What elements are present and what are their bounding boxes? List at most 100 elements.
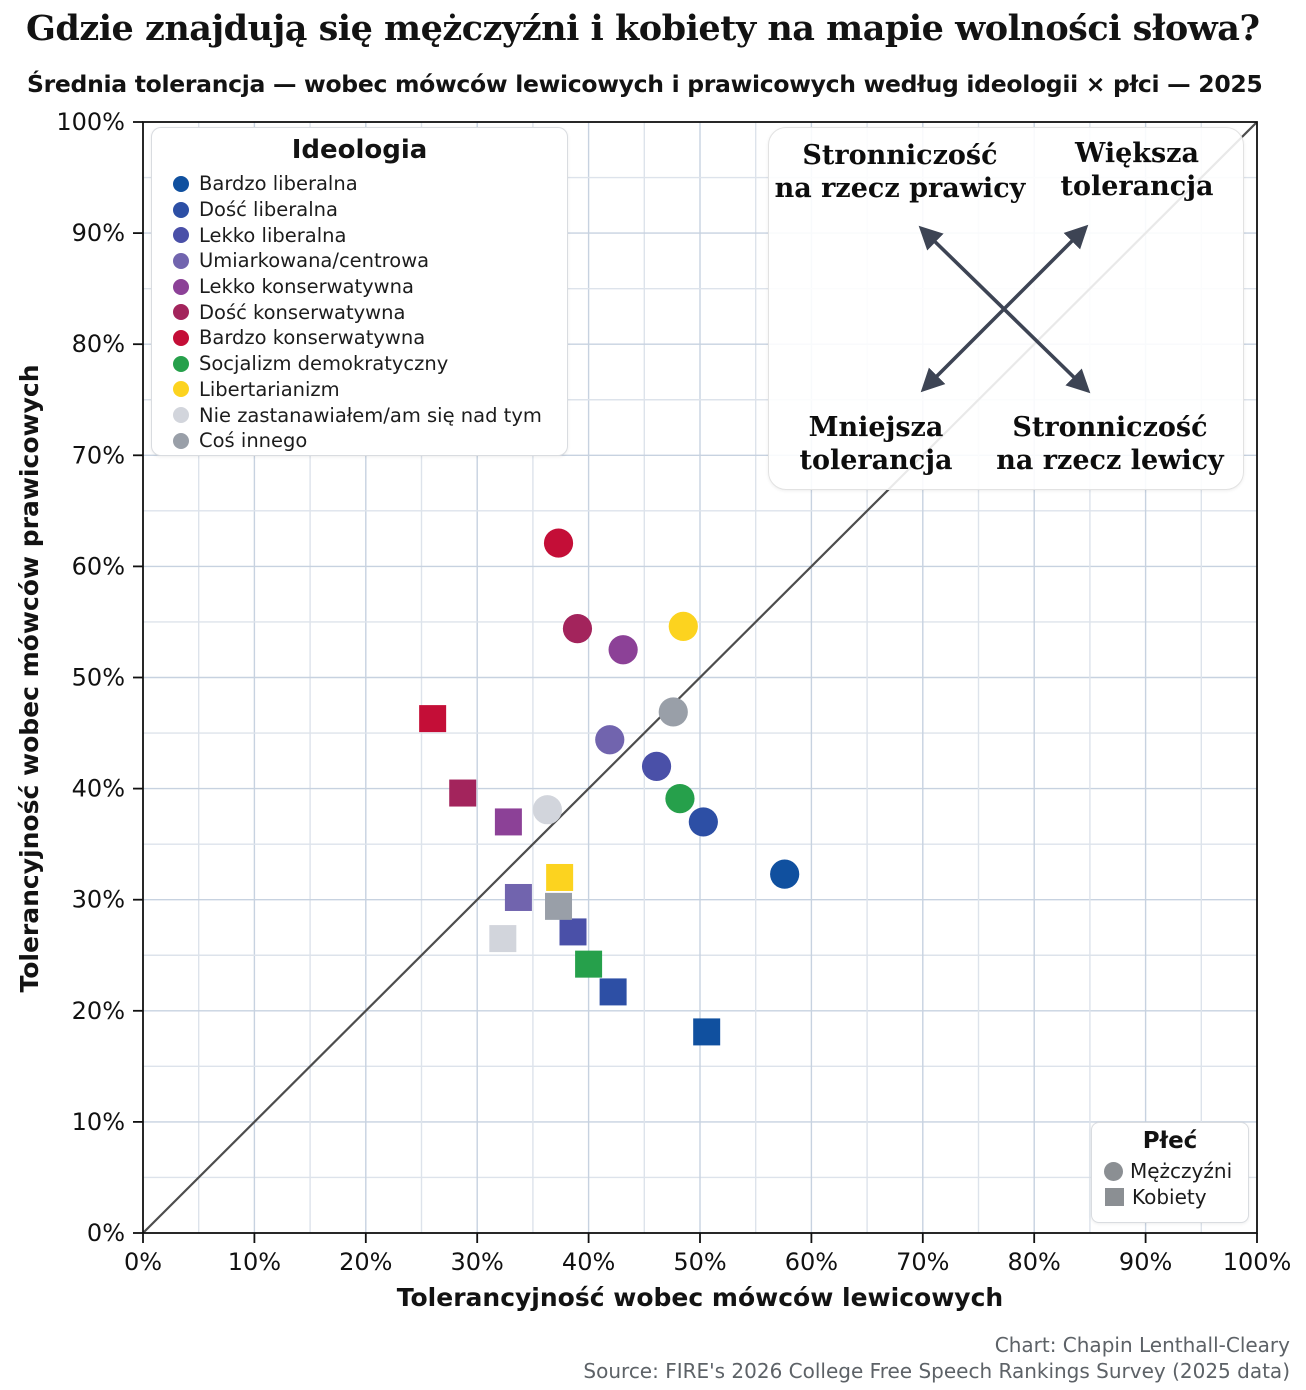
y-tick-label: 40% bbox=[72, 775, 125, 803]
ideology-legend-label: Libertarianizm bbox=[199, 377, 340, 401]
y-axis-label: Tolerancyjność wobec mówców prawicowych bbox=[15, 364, 44, 993]
x-tick-label: 20% bbox=[339, 1248, 392, 1276]
x-tick-label: 50% bbox=[673, 1248, 726, 1276]
annotation-bias-right: Stronniczość na rzecz prawicy bbox=[774, 140, 1026, 204]
ideology-color-dot-icon bbox=[173, 175, 189, 192]
data-point-kobiety bbox=[489, 925, 517, 953]
y-tick-label: 90% bbox=[72, 219, 125, 247]
data-point-mężczyźni bbox=[688, 807, 718, 837]
x-tick-label: 30% bbox=[451, 1248, 504, 1276]
ideology-legend-title: Ideologia bbox=[291, 135, 428, 165]
ideology-color-dot-icon bbox=[173, 381, 189, 398]
ideology-legend-item: Coś innego bbox=[173, 428, 567, 454]
ideology-legend-item: Libertarianizm bbox=[173, 377, 567, 403]
ideology-legend-item: Dość liberalna bbox=[173, 197, 567, 223]
ideology-legend-item: Lekko konserwatywna bbox=[173, 274, 567, 300]
gender-legend-title: Płeć bbox=[1142, 1128, 1198, 1154]
annotation-bias-left: Stronniczość na rzecz lewicy bbox=[996, 412, 1224, 476]
y-tick-label: 0% bbox=[87, 1219, 125, 1247]
ideology-color-dot-icon bbox=[173, 329, 189, 346]
crossed-arrows-icon bbox=[918, 224, 1091, 394]
y-tick-label: 70% bbox=[72, 441, 125, 469]
data-point-mężczyźni bbox=[608, 635, 638, 665]
ideology-legend-item: Dość konserwatywna bbox=[173, 299, 567, 325]
y-tick-label: 80% bbox=[72, 330, 125, 358]
y-tick-label: 50% bbox=[72, 664, 125, 692]
data-point-mężczyźni bbox=[532, 795, 562, 825]
credit-chart-author: Chart: Chapin Lenthall-Cleary bbox=[994, 1333, 1290, 1357]
x-tick-label: 10% bbox=[228, 1248, 281, 1276]
ideology-color-dot-icon bbox=[173, 278, 189, 295]
x-tick-label: 90% bbox=[1119, 1248, 1172, 1276]
y-tick-label: 30% bbox=[72, 886, 125, 914]
data-point-kobiety bbox=[559, 918, 587, 946]
ideology-legend-label: Bardzo liberalna bbox=[199, 172, 358, 196]
annotation-more-tolerance: Większa tolerancja bbox=[1060, 138, 1214, 202]
data-point-kobiety bbox=[599, 978, 627, 1006]
data-point-kobiety bbox=[546, 863, 574, 891]
male-circle-marker-icon bbox=[1104, 1161, 1123, 1181]
data-point-mężczyźni bbox=[668, 611, 698, 641]
ideology-legend-item: Nie zastanawiałem/am się nad tym bbox=[173, 402, 567, 428]
gender-legend-item: Kobiety bbox=[1104, 1184, 1248, 1210]
data-point-mężczyźni bbox=[562, 614, 593, 644]
ideology-legend-label: Dość liberalna bbox=[199, 198, 338, 222]
ideology-legend-label: Lekko liberalna bbox=[199, 223, 347, 247]
x-axis-label: Tolerancyjność wobec mówców lewicowych bbox=[396, 1283, 1004, 1312]
data-point-mężczyźni bbox=[543, 528, 574, 558]
gender-legend-label: Kobiety bbox=[1132, 1185, 1207, 1209]
ideology-legend-label: Socjalizm demokratyczny bbox=[199, 352, 449, 376]
gender-legend-label: Mężczyźni bbox=[1130, 1159, 1233, 1183]
ideology-legend-label: Lekko konserwatywna bbox=[199, 275, 414, 299]
data-point-mężczyźni bbox=[595, 725, 625, 755]
ideology-color-dot-icon bbox=[173, 304, 189, 321]
y-tick-label: 10% bbox=[72, 1108, 125, 1136]
y-tick-label: 100% bbox=[56, 108, 125, 136]
data-point-mężczyźni bbox=[770, 859, 800, 889]
annotation-less-tolerance: Mniejsza tolerancja bbox=[799, 412, 953, 476]
data-point-kobiety bbox=[504, 883, 532, 911]
ideology-legend-label: Bardzo konserwatywna bbox=[199, 326, 426, 350]
data-point-kobiety bbox=[419, 705, 447, 733]
ideology-legend-label: Nie zastanawiałem/am się nad tym bbox=[199, 403, 542, 427]
data-point-kobiety bbox=[545, 892, 573, 920]
data-point-mężczyźni bbox=[658, 697, 688, 727]
ideology-legend-label: Dość konserwatywna bbox=[199, 300, 406, 324]
ideology-color-dot-icon bbox=[173, 432, 189, 449]
credit-source: Source: FIRE's 2026 College Free Speech … bbox=[583, 1359, 1290, 1383]
quadrant-annotation: Stronniczość na rzecz prawicy Większa tole… bbox=[768, 127, 1244, 490]
ideology-color-dot-icon bbox=[173, 252, 189, 269]
ideology-legend-items: Bardzo liberalna Dość liberalna Lekko libe… bbox=[152, 171, 567, 454]
x-tick-label: 100% bbox=[1223, 1248, 1292, 1276]
ideology-legend: Ideologia Bardzo liberalna Dość liberalna… bbox=[151, 127, 568, 456]
data-point-mężczyźni bbox=[665, 783, 695, 814]
ideology-legend-item: Socjalizm demokratyczny bbox=[173, 351, 567, 377]
y-tick-label: 60% bbox=[72, 552, 125, 580]
gender-legend-items: Mężczyźni Kobiety bbox=[1092, 1158, 1248, 1210]
ideology-legend-item: Bardzo konserwatywna bbox=[173, 325, 567, 351]
x-tick-label: 0% bbox=[124, 1248, 162, 1276]
ideology-color-dot-icon bbox=[173, 201, 189, 218]
ideology-color-dot-icon bbox=[173, 227, 189, 244]
ideology-legend-item: Umiarkowana/centrowa bbox=[173, 248, 567, 274]
chart-subtitle: Średnia tolerancja — wobec mówców lewico… bbox=[27, 70, 1263, 98]
chart-title: Gdzie znajdują się mężczyźni i kobiety n… bbox=[26, 8, 1260, 49]
x-tick-label: 40% bbox=[562, 1248, 615, 1276]
data-point-kobiety bbox=[575, 950, 603, 978]
ideology-legend-item: Lekko liberalna bbox=[173, 222, 567, 248]
ideology-color-dot-icon bbox=[173, 355, 189, 372]
gender-legend: Płeć Mężczyźni Kobiety bbox=[1091, 1122, 1249, 1223]
data-point-kobiety bbox=[494, 808, 522, 836]
data-point-mężczyźni bbox=[641, 751, 672, 781]
y-tick-label: 20% bbox=[72, 997, 125, 1025]
gender-legend-item: Mężczyźni bbox=[1104, 1158, 1248, 1184]
ideology-legend-item: Bardzo liberalna bbox=[173, 171, 567, 197]
data-point-kobiety bbox=[693, 1018, 721, 1046]
female-square-marker-icon bbox=[1105, 1188, 1124, 1206]
x-tick-label: 60% bbox=[785, 1248, 838, 1276]
ideology-color-dot-icon bbox=[173, 407, 189, 424]
data-point-kobiety bbox=[449, 779, 477, 807]
ideology-legend-label: Umiarkowana/centrowa bbox=[199, 249, 430, 273]
x-tick-label: 80% bbox=[1008, 1248, 1061, 1276]
